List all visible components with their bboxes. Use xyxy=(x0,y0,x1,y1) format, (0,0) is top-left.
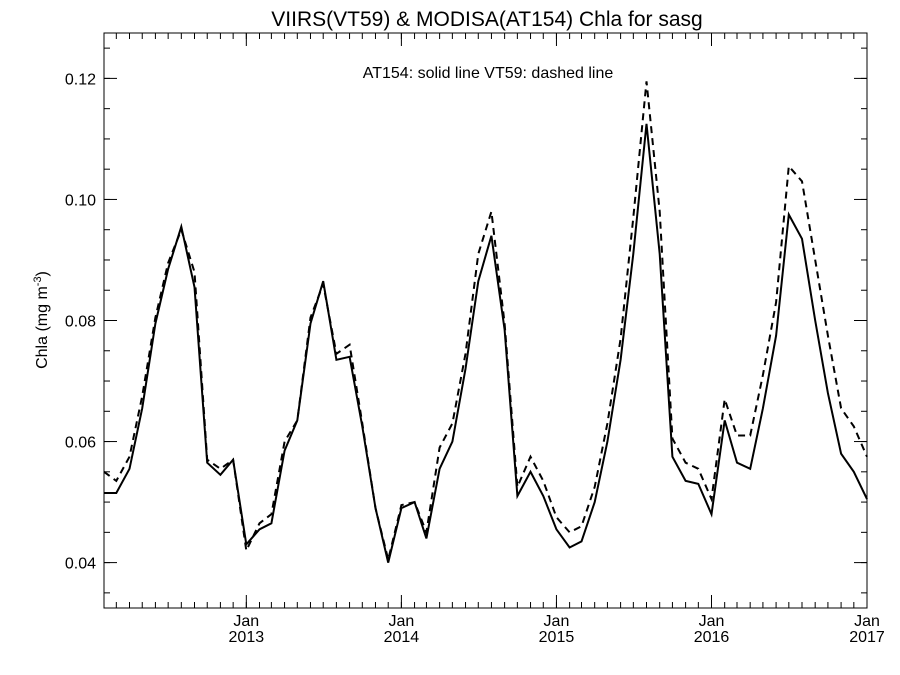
x-tick-label-month: Jan xyxy=(544,613,570,630)
series-line-vt59 xyxy=(103,81,868,560)
x-tick-label-month: Jan xyxy=(854,613,880,630)
x-tick-label-year: 2014 xyxy=(384,629,420,646)
chart-annotation: AT154: solid line VT59: dashed line xyxy=(363,65,614,82)
y-axis-label-superscript: -3 xyxy=(32,276,44,286)
y-tick-label: 0.08 xyxy=(65,314,96,331)
plot-border xyxy=(103,32,868,609)
y-axis-label-close: ) xyxy=(34,271,51,276)
chart-title: VIIRS(VT59) & MODISA(AT154) Chla for sas… xyxy=(271,8,702,31)
series-layer xyxy=(103,81,868,563)
y-tick-label: 0.04 xyxy=(65,556,96,573)
x-tick-label-month: Jan xyxy=(233,613,259,630)
y-axis-label-main: Chla (mg m xyxy=(34,286,51,369)
y-tick-label: 0.12 xyxy=(65,71,96,88)
y-axis-label: Chla (mg m-3) xyxy=(32,271,51,369)
x-tick-label-year: 2015 xyxy=(539,629,575,646)
series-line-at154 xyxy=(104,123,868,563)
x-tick-label-month: Jan xyxy=(388,613,414,630)
y-tick-label: 0.10 xyxy=(65,192,96,209)
x-tick-label-year: 2017 xyxy=(849,629,885,646)
x-tick-label-year: 2016 xyxy=(694,629,730,646)
y-axis: 0.04 0.06 0.08 0.10 0.12 xyxy=(65,47,867,594)
x-tick-label-month: Jan xyxy=(699,613,725,630)
plot-frame xyxy=(103,32,868,609)
x-tick-label-year: 2013 xyxy=(229,629,265,646)
y-tick-label: 0.06 xyxy=(65,435,96,452)
